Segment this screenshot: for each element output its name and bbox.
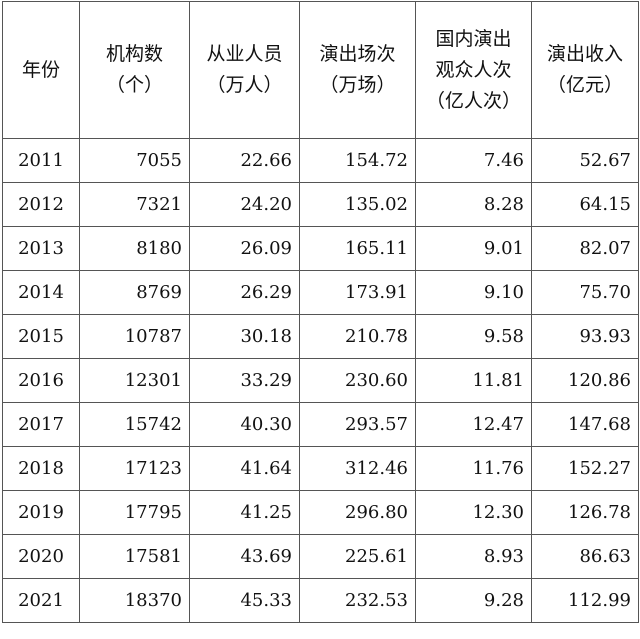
cell-revenue: 126.78 [531, 490, 639, 535]
cell-employees: 26.29 [189, 270, 300, 315]
cell-employees: 33.29 [189, 358, 300, 403]
header-institutions-line-1: 机构数 [105, 43, 163, 65]
cell-revenue: 152.27 [531, 446, 639, 491]
cell-employees: 45.33 [189, 578, 300, 623]
cell-institutions: 17123 [79, 446, 190, 491]
header-performances-line-2: （万场） [319, 74, 396, 96]
cell-audience: 12.30 [415, 490, 532, 535]
cell-revenue: 120.86 [531, 358, 639, 403]
header-audience-line-3: （亿人次） [425, 89, 521, 112]
cell-revenue: 64.15 [531, 182, 639, 227]
header-performances-line-1: 演出场次 [319, 43, 396, 65]
cell-performances: 296.80 [299, 490, 416, 535]
cell-employees: 41.64 [189, 446, 300, 491]
header-row: 年份 机构数 （个） 从业人员 （万人） 演出场次 （万场） 国内演出 观众人次… [2, 1, 639, 139]
cell-revenue: 82.07 [531, 226, 639, 271]
header-year: 年份 [2, 1, 80, 139]
table-row: 2020 17581 43.69 225.61 8.93 86.63 [2, 534, 639, 579]
table-row: 2019 17795 41.25 296.80 12.30 126.78 [2, 490, 639, 535]
cell-year: 2015 [2, 314, 80, 359]
cell-audience: 11.81 [415, 358, 532, 403]
header-audience: 国内演出 观众人次 （亿人次） [415, 1, 532, 139]
cell-year: 2016 [2, 358, 80, 403]
header-employees-line-2: （万人） [206, 74, 283, 96]
table-row: 2014 8769 26.29 173.91 9.10 75.70 [2, 270, 639, 315]
cell-year: 2018 [2, 446, 80, 491]
cell-performances: 154.72 [299, 138, 416, 183]
cell-institutions: 17795 [79, 490, 190, 535]
cell-year: 2013 [2, 226, 80, 271]
cell-audience: 9.28 [415, 578, 532, 623]
cell-year: 2011 [2, 138, 80, 183]
table-row: 2016 12301 33.29 230.60 11.81 120.86 [2, 358, 639, 403]
cell-revenue: 93.93 [531, 314, 639, 359]
cell-employees: 22.66 [189, 138, 300, 183]
cell-performances: 210.78 [299, 314, 416, 359]
cell-institutions: 7055 [79, 138, 190, 183]
table-row: 2012 7321 24.20 135.02 8.28 64.15 [2, 182, 639, 227]
cell-audience: 9.01 [415, 226, 532, 271]
header-revenue: 演出收入 （亿元） [531, 1, 639, 139]
table-body: 2011 7055 22.66 154.72 7.46 52.67 2012 7321 24.2… [2, 138, 639, 623]
cell-audience: 11.76 [415, 446, 532, 491]
cell-institutions: 12301 [79, 358, 190, 403]
cell-employees: 41.25 [189, 490, 300, 535]
cell-year: 2019 [2, 490, 80, 535]
cell-institutions: 8180 [79, 226, 190, 271]
cell-institutions: 10787 [79, 314, 190, 359]
table-row: 2013 8180 26.09 165.11 9.01 82.07 [2, 226, 639, 271]
cell-institutions: 15742 [79, 402, 190, 447]
table-row: 2015 10787 30.18 210.78 9.58 93.93 [2, 314, 639, 359]
table-row: 2017 15742 40.30 293.57 12.47 147.68 [2, 402, 639, 447]
cell-audience: 12.47 [415, 402, 532, 447]
cell-audience: 8.93 [415, 534, 532, 579]
cell-performances: 230.60 [299, 358, 416, 403]
cell-revenue: 75.70 [531, 270, 639, 315]
header-revenue-line-2: （亿元） [546, 74, 623, 96]
cell-performances: 225.61 [299, 534, 416, 579]
cell-institutions: 17581 [79, 534, 190, 579]
table-row: 2018 17123 41.64 312.46 11.76 152.27 [2, 446, 639, 491]
cell-year: 2020 [2, 534, 80, 579]
cell-year: 2017 [2, 402, 80, 447]
cell-audience: 9.10 [415, 270, 532, 315]
cell-performances: 293.57 [299, 402, 416, 447]
cell-institutions: 7321 [79, 182, 190, 227]
header-revenue-line-1: 演出收入 [546, 43, 623, 65]
cell-audience: 9.58 [415, 314, 532, 359]
cell-employees: 43.69 [189, 534, 300, 579]
cell-audience: 7.46 [415, 138, 532, 183]
header-year-line-1: 年份 [21, 58, 60, 81]
cell-performances: 173.91 [299, 270, 416, 315]
cell-employees: 24.20 [189, 182, 300, 227]
cell-revenue: 86.63 [531, 534, 639, 579]
cell-performances: 135.02 [299, 182, 416, 227]
header-employees-line-1: 从业人员 [206, 43, 283, 65]
cell-institutions: 18370 [79, 578, 190, 623]
header-employees: 从业人员 （万人） [189, 1, 300, 139]
cell-performances: 312.46 [299, 446, 416, 491]
table-row: 2011 7055 22.66 154.72 7.46 52.67 [2, 138, 639, 183]
cell-year: 2014 [2, 270, 80, 315]
cell-performances: 165.11 [299, 226, 416, 271]
cell-revenue: 112.99 [531, 578, 639, 623]
cell-employees: 26.09 [189, 226, 300, 271]
cell-year: 2012 [2, 182, 80, 227]
cell-revenue: 52.67 [531, 138, 639, 183]
cell-institutions: 8769 [79, 270, 190, 315]
cell-revenue: 147.68 [531, 402, 639, 447]
cell-performances: 232.53 [299, 578, 416, 623]
cell-year: 2021 [2, 578, 80, 623]
cell-audience: 8.28 [415, 182, 532, 227]
header-performances: 演出场次 （万场） [299, 1, 416, 139]
header-audience-line-2: 观众人次 [435, 58, 512, 81]
header-institutions: 机构数 （个） [79, 1, 190, 139]
cell-employees: 40.30 [189, 402, 300, 447]
table-row: 2021 18370 45.33 232.53 9.28 112.99 [2, 578, 639, 623]
statistics-table: 年份 机构数 （个） 从业人员 （万人） 演出场次 （万场） 国内演出 观众人次… [2, 1, 639, 623]
header-institutions-line-2: （个） [105, 74, 163, 96]
header-audience-line-1: 国内演出 [435, 27, 512, 50]
cell-employees: 30.18 [189, 314, 300, 359]
